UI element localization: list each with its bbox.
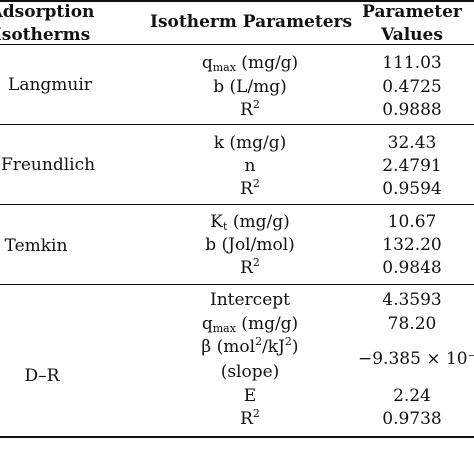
group-name-freundlich: Freundlich bbox=[0, 155, 96, 175]
param-r2-dr: R2 bbox=[240, 407, 260, 429]
param-k-freundlich: k (mg/g) bbox=[213, 133, 287, 153]
value-r2-temkin: 0.9848 bbox=[382, 258, 442, 278]
param-qmax-dr: qmax (mg/g) bbox=[201, 314, 299, 335]
header-col1-line2: Isotherms bbox=[0, 25, 91, 45]
value-qmax-langmuir: 111.03 bbox=[382, 53, 442, 73]
group-name-temkin: Temkin bbox=[4, 236, 68, 256]
value-qmax-dr: 78.20 bbox=[387, 314, 437, 334]
header-adsorption-isotherms: Adsorption Isotherms bbox=[0, 4, 98, 44]
value-b-langmuir: 0.4725 bbox=[382, 77, 442, 97]
group-name-dr: D–R bbox=[24, 366, 60, 386]
value-intercept-dr: 4.3593 bbox=[382, 290, 442, 310]
bottom-rule bbox=[0, 436, 474, 438]
group-rule-1 bbox=[0, 124, 474, 125]
value-n-freundlich: 2.4791 bbox=[382, 156, 442, 176]
param-r2-freundlich: R2 bbox=[240, 177, 260, 199]
header-isotherm-parameters: Isotherm Parameters bbox=[150, 12, 353, 32]
value-r2-langmuir: 0.9888 bbox=[382, 100, 442, 120]
param-r2-temkin: R2 bbox=[240, 256, 260, 278]
group-name-langmuir: Langmuir bbox=[8, 75, 92, 95]
value-b-temkin: 132.20 bbox=[382, 235, 442, 255]
top-rule bbox=[0, 0, 474, 2]
value-r2-freundlich: 0.9594 bbox=[382, 179, 442, 199]
param-slope-dr: (slope) bbox=[220, 362, 280, 382]
header-col1-line1: Adsorption bbox=[0, 2, 95, 22]
param-b-langmuir: b (L/mg) bbox=[213, 77, 287, 97]
param-n-freundlich: n bbox=[244, 156, 256, 176]
group-rule-2 bbox=[0, 204, 474, 205]
value-r2-dr: 0.9738 bbox=[382, 409, 442, 429]
group-rule-3 bbox=[0, 284, 474, 285]
param-b-temkin: b (Jol/mol) bbox=[205, 235, 295, 255]
header-col3-line1: Parameter bbox=[362, 2, 462, 22]
header-parameter-values: Parameter Values bbox=[350, 4, 474, 44]
param-e-dr: E bbox=[243, 386, 257, 406]
param-r2-langmuir: R2 bbox=[240, 98, 260, 120]
header-rule bbox=[0, 44, 474, 45]
param-qmax-langmuir: qmax (mg/g) bbox=[201, 53, 299, 74]
param-beta-dr: β (mol2/kJ2) bbox=[201, 335, 299, 357]
value-beta-dr: −9.385 × 10⁻⁸ bbox=[358, 351, 474, 368]
param-kt-temkin: Kt (mg/g) bbox=[210, 212, 290, 233]
value-kt-temkin: 10.67 bbox=[387, 212, 437, 232]
param-intercept-dr: Intercept bbox=[210, 290, 290, 310]
header-col3-line2: Values bbox=[381, 25, 443, 45]
value-e-dr: 2.24 bbox=[393, 386, 431, 406]
value-k-freundlich: 32.43 bbox=[387, 133, 437, 153]
